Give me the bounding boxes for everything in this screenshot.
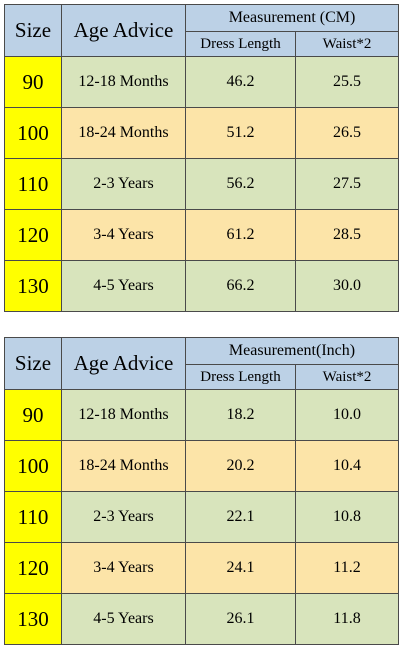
table-row: 110 2-3 Years 22.1 10.8 (4, 491, 400, 543)
waist-header: Waist*2 (294, 31, 400, 57)
size-cell: 100 (4, 107, 62, 159)
size-cell: 90 (4, 56, 62, 108)
waist-cell: 26.5 (294, 107, 400, 159)
waist-cell: 11.2 (294, 542, 400, 594)
dress-length-header: Dress Length (185, 364, 296, 390)
dress-length-header: Dress Length (185, 31, 296, 57)
age-cell: 18-24 Months (61, 107, 186, 159)
age-cell: 12-18 Months (61, 56, 186, 108)
waist-cell: 28.5 (294, 209, 400, 261)
table-row: 120 3-4 Years 61.2 28.5 (4, 209, 400, 261)
age-advice-header: Age Advice (61, 337, 186, 390)
size-chart-inch-table: Size Age Advice Measurement(Inch) Dress … (4, 337, 400, 645)
size-cell: 120 (4, 209, 62, 261)
header-row: Size Age Advice Measurement (CM) (4, 4, 400, 57)
waist-cell: 25.5 (294, 56, 400, 108)
waist-cell: 10.8 (294, 491, 400, 543)
size-chart-cm-table: Size Age Advice Measurement (CM) Dress L… (4, 4, 400, 312)
dress-length-cell: 51.2 (185, 107, 296, 159)
dress-length-cell: 22.1 (185, 491, 296, 543)
waist-cell: 11.8 (294, 593, 400, 645)
age-cell: 12-18 Months (61, 389, 186, 441)
dress-length-cell: 46.2 (185, 56, 296, 108)
waist-cell: 30.0 (294, 260, 400, 312)
waist-header: Waist*2 (294, 364, 400, 390)
dress-length-cell: 20.2 (185, 440, 296, 492)
size-cell: 110 (4, 491, 62, 543)
age-cell: 4-5 Years (61, 260, 186, 312)
header-row: Size Age Advice Measurement(Inch) (4, 337, 400, 390)
age-cell: 3-4 Years (61, 209, 186, 261)
table-row: 100 18-24 Months 51.2 26.5 (4, 107, 400, 159)
table-row: 90 12-18 Months 18.2 10.0 (4, 389, 400, 441)
size-cell: 120 (4, 542, 62, 594)
table-row: 130 4-5 Years 26.1 11.8 (4, 593, 400, 645)
dress-length-cell: 24.1 (185, 542, 296, 594)
dress-length-cell: 18.2 (185, 389, 296, 441)
dress-length-cell: 56.2 (185, 158, 296, 210)
table-row: 100 18-24 Months 20.2 10.4 (4, 440, 400, 492)
size-cell: 90 (4, 389, 62, 441)
measurement-header: Measurement (CM) (184, 4, 400, 32)
table-row: 120 3-4 Years 24.1 11.2 (4, 542, 400, 594)
table-row: 110 2-3 Years 56.2 27.5 (4, 158, 400, 210)
size-cell: 100 (4, 440, 62, 492)
dress-length-cell: 26.1 (185, 593, 296, 645)
waist-cell: 27.5 (294, 158, 400, 210)
dress-length-cell: 66.2 (185, 260, 296, 312)
age-cell: 2-3 Years (61, 158, 186, 210)
age-cell: 3-4 Years (61, 542, 186, 594)
size-header: Size (4, 4, 62, 57)
waist-cell: 10.0 (294, 389, 400, 441)
age-cell: 18-24 Months (61, 440, 186, 492)
waist-cell: 10.4 (294, 440, 400, 492)
subheader-row: Dress Length Waist*2 (5, 31, 400, 57)
size-cell: 130 (4, 593, 62, 645)
size-cell: 130 (4, 260, 62, 312)
dress-length-cell: 61.2 (185, 209, 296, 261)
age-cell: 4-5 Years (61, 593, 186, 645)
size-header: Size (4, 337, 62, 390)
table-row: 130 4-5 Years 66.2 30.0 (4, 260, 400, 312)
size-cell: 110 (4, 158, 62, 210)
table-row: 90 12-18 Months 46.2 25.5 (4, 56, 400, 108)
age-cell: 2-3 Years (61, 491, 186, 543)
measurement-header: Measurement(Inch) (184, 337, 400, 365)
age-advice-header: Age Advice (61, 4, 186, 57)
